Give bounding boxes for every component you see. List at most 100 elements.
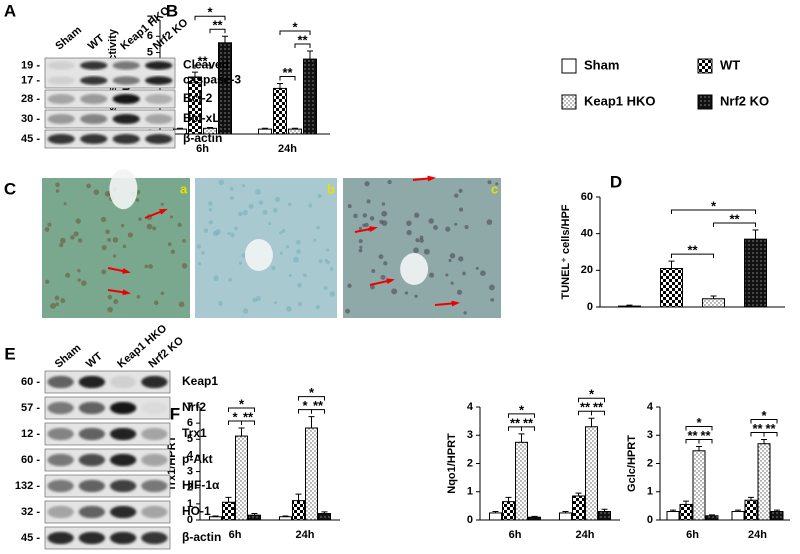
significance-label: * [519,402,525,417]
bar [744,499,758,521]
cell-nucleus [208,208,213,212]
significance-bracket [671,253,714,259]
significance-bracket [194,64,211,70]
blot-band [112,133,140,145]
blot-band [141,531,168,545]
bar [515,441,528,521]
bar [218,42,232,135]
blot-band [80,76,108,85]
cell-nucleus [381,210,388,217]
significance-label: ** [752,421,763,436]
cell-nucleus [238,211,243,217]
significance-bracket [763,431,778,437]
cell-nucleus [326,248,330,252]
arrow-head [451,300,460,307]
cell-nucleus [255,189,261,195]
cell-nucleus [324,258,328,263]
cell-nucleus [323,285,328,291]
cell-nucleus [169,215,174,219]
cell-nucleus [50,303,56,309]
cell-nucleus [73,231,79,237]
cell-nucleus [316,225,320,230]
micrograph [343,178,501,318]
error-bar [492,511,499,513]
cell-nucleus [77,268,81,273]
cell-nucleus [100,216,107,223]
size-marker: 12 - [21,428,40,440]
blot-strip [44,448,171,472]
cell-nucleus [315,305,320,310]
blot-band [141,401,168,415]
y-tick-label: 3 [467,429,473,441]
legend-swatch [561,58,577,74]
size-marker: 32 - [21,506,40,518]
cell-nucleus [101,269,107,275]
significance-bracket [508,413,535,418]
bar [288,128,302,135]
cell-nucleus [252,297,258,303]
cell-nucleus [227,231,231,236]
cell-nucleus [358,238,363,244]
cell-nucleus [381,220,388,227]
x-tick-label: 6h [509,529,522,541]
bar [572,495,585,521]
blot-band [141,427,168,441]
cell-nucleus [358,226,363,231]
cell-nucleus [462,271,466,276]
blot-band [110,531,137,545]
blot-band [80,113,108,125]
panel-label: D [610,172,622,191]
y-tick-label: 5 [187,433,193,445]
legend-label: Sham [584,57,619,72]
cell-nucleus [297,301,303,307]
bar [303,58,317,135]
blot-band [141,505,168,519]
cell-nucleus [197,262,202,266]
cell-nucleus [44,227,50,232]
blot-band [78,479,105,493]
error-bar [709,514,715,516]
bar [692,450,706,521]
blot-band [112,113,140,125]
y-axis-label: Nqo1/HPRT [446,433,458,494]
cell-nucleus [464,224,469,230]
bar [585,426,598,521]
cell-nucleus [127,232,134,238]
micrograph-label: a [180,181,188,196]
cell-nucleus [45,279,50,285]
blot-band [141,479,168,493]
y-axis-label: Gclc/HPRT [626,435,638,492]
significance-label: ** [523,415,534,430]
error-bar [748,496,754,501]
cell-nucleus [345,308,350,314]
cell-nucleus [364,222,369,228]
bar [318,513,331,521]
y-tick-label: 4 [187,449,194,461]
significance-label: ** [297,32,308,47]
y-tick-label: 0 [647,514,653,526]
blot-band [47,401,74,415]
bar [292,500,305,521]
cell-nucleus [347,204,352,209]
size-marker: 45 - [21,532,40,544]
error-bar [225,496,232,503]
cell-nucleus [262,209,268,215]
arrow-head [122,289,131,296]
cell-nucleus [120,223,125,228]
cell-nucleus [423,248,430,255]
blot-band [78,427,105,441]
bar [248,514,261,521]
row-label: Trx1 [182,426,207,440]
blot-band [78,453,105,467]
legend-label: Nrf2 KO [720,93,769,108]
significance-label: ** [729,211,740,226]
error-bar [752,229,759,240]
error-bar [212,515,219,517]
cell-nucleus [217,301,223,306]
significance-bracket [671,209,756,214]
cell-nucleus [279,231,283,235]
cell-nucleus [296,249,301,254]
cell-nucleus [381,202,386,206]
blot-band [47,113,75,125]
y-tick-label: 1 [647,486,653,498]
